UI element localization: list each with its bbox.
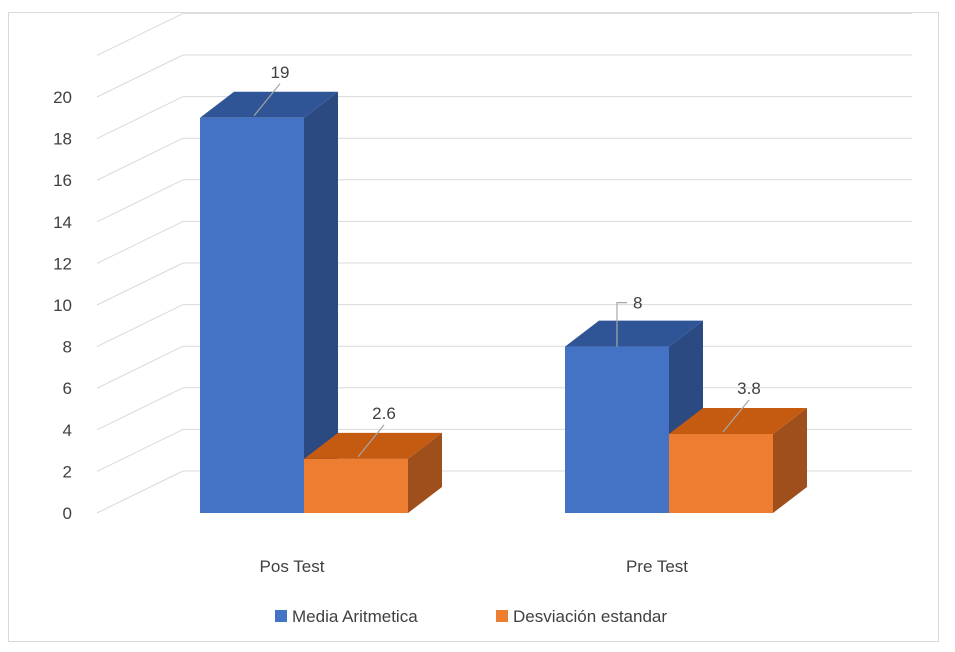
bar-side (773, 407, 807, 513)
gridline-diagonal (96, 220, 184, 264)
bar (669, 433, 773, 513)
gridline-diagonal (96, 54, 184, 98)
legend-swatch (496, 610, 508, 622)
data-label-leader (722, 399, 750, 433)
y-tick-label: 20 (53, 88, 72, 107)
bar (565, 346, 669, 513)
bar (304, 458, 408, 513)
y-tick-label: 18 (53, 130, 72, 149)
bar-top (669, 407, 807, 434)
y-tick-label: 4 (63, 421, 72, 440)
y-tick-label: 8 (63, 338, 72, 357)
data-label: 8 (633, 294, 642, 313)
bar-top (565, 320, 703, 347)
y-tick-label: 2 (63, 462, 72, 481)
bar-top (200, 91, 338, 118)
gridline-diagonal (96, 179, 184, 223)
legend-label: Desviación estandar (513, 607, 667, 626)
gridline-diagonal (96, 428, 184, 472)
data-label: 2.6 (372, 404, 396, 423)
legend-swatch (275, 610, 287, 622)
gridline-diagonal (96, 137, 184, 181)
data-label-leader (357, 424, 385, 458)
data-label: 3.8 (737, 379, 761, 398)
legend-item: Media Aritmetica (275, 607, 418, 626)
gridline-diagonal (96, 12, 184, 56)
y-tick-label: 0 (63, 504, 72, 523)
gridline-diagonal (96, 345, 184, 389)
bar (200, 117, 304, 514)
data-label-leader (253, 83, 281, 117)
bar-side (408, 432, 442, 513)
y-tick-label: 14 (53, 213, 72, 232)
gridline-diagonal (96, 387, 184, 431)
y-tick-label: 16 (53, 171, 72, 190)
legend-item: Desviación estandar (496, 607, 667, 626)
data-label-leader (616, 302, 627, 347)
chart-area (8, 12, 939, 642)
y-tick-label: 12 (53, 254, 72, 273)
legend-label: Media Aritmetica (292, 607, 418, 626)
gridline-diagonal (96, 262, 184, 306)
gridline-diagonal (96, 304, 184, 348)
x-tick-label: Pos Test (260, 557, 325, 576)
gridline-diagonal (96, 470, 184, 514)
y-tick-label: 6 (63, 379, 72, 398)
data-label: 19 (271, 63, 290, 82)
y-tick-label: 10 (53, 296, 72, 315)
bar-side (304, 91, 338, 514)
bar-top (304, 432, 442, 459)
x-tick-label: Pre Test (626, 557, 688, 576)
gridline-diagonal (96, 96, 184, 140)
